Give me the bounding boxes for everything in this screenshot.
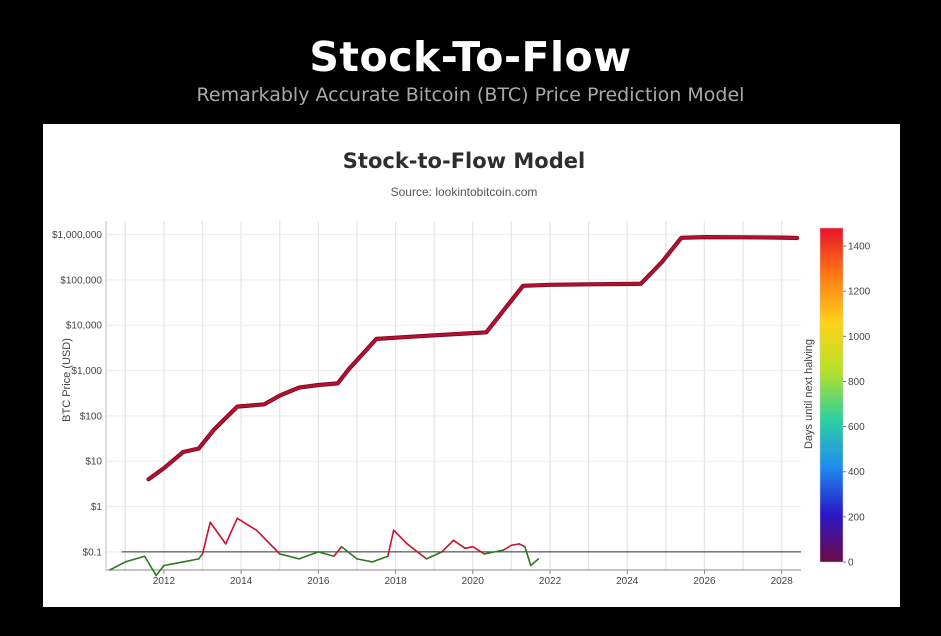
ratio-line-segment <box>392 529 408 545</box>
colorbar-tick-label: 0 <box>848 558 854 569</box>
ratio-line-segment <box>387 529 395 558</box>
ratio-line-segment <box>236 517 258 532</box>
ratio-line-segment <box>278 553 300 560</box>
y-tick-label: $100 <box>80 411 103 422</box>
x-tick-label: 2012 <box>153 576 176 587</box>
colorbar-tick-label: 600 <box>848 422 865 433</box>
ratio-line-segment <box>317 551 335 558</box>
x-tick-label: 2014 <box>230 576 253 587</box>
x-tick-label: 2018 <box>384 576 407 587</box>
chart-panel: $0.1 $1 $10 $100 $1,000 $10,000 $100,000 $1,000… <box>43 124 900 607</box>
y-tick-label: $0.1 <box>83 547 103 558</box>
ratio-line-segment <box>197 553 204 560</box>
ratio-line-segment <box>406 543 428 560</box>
ratio-line-segment <box>483 549 505 555</box>
y-tick-label: $1 <box>91 502 103 513</box>
colorbar-bar <box>819 227 844 563</box>
ratio-line-segment <box>452 539 466 550</box>
x-tick-label: 2026 <box>693 576 716 587</box>
ratio-line-segment <box>502 544 513 551</box>
ratio-line-segment <box>425 551 443 560</box>
y-tick-label: $10,000 <box>66 321 103 332</box>
colorbar-tick-label: 200 <box>848 512 865 523</box>
stock-to-flow-model-line <box>147 235 799 481</box>
y-tick-label: $10 <box>85 457 102 468</box>
colorbar-tick-label: 1200 <box>848 287 871 298</box>
series-layer <box>109 234 801 577</box>
ratio-line-segment <box>464 545 474 550</box>
ratio-line-segment <box>524 545 532 567</box>
x-tick-label: 2020 <box>462 576 485 587</box>
ratio-line-segment <box>201 521 212 555</box>
subheadline: Remarkably Accurate Bitcoin (BTC) Price … <box>196 84 745 106</box>
x-tick-label: 2016 <box>307 576 330 587</box>
ratio-line-segment <box>298 551 320 560</box>
ratio-line-segment <box>529 558 540 567</box>
ratio-line-segment <box>109 561 127 571</box>
ratio-line-segment <box>124 555 146 563</box>
ratio-line-segment <box>224 517 239 545</box>
colorbar: Days until next halving 0 200 400 600 800 100… <box>803 227 871 569</box>
ratio-line-segment <box>155 564 165 577</box>
colorbar-tick-label: 1400 <box>848 242 871 253</box>
ratio-line-segment <box>163 561 185 567</box>
colorbar-tick-label: 1000 <box>848 332 871 343</box>
stock-to-flow-chart: $0.1 $1 $10 $100 $1,000 $10,000 $100,000 $1,000… <box>52 149 871 587</box>
y-axis-label: BTC Price (USD) <box>61 338 73 422</box>
ratio-line-segment <box>472 545 486 555</box>
headline: Stock-To-Flow <box>309 33 632 81</box>
axis-layer: $0.1 $1 $10 $100 $1,000 $10,000 $100,000 $1,000… <box>52 221 801 587</box>
ratio-line-segment <box>182 558 200 563</box>
y-tick-label: $100,000 <box>60 275 102 286</box>
ratio-line-segment <box>209 521 227 545</box>
x-tick-label: 2028 <box>771 576 794 587</box>
colorbar-label: Days until next halving <box>803 339 815 449</box>
ratio-line-segment <box>356 558 374 563</box>
y-tick-label: $1,000,000 <box>52 230 102 241</box>
ratio-line-segment <box>143 555 157 577</box>
y-tick-label: $1,000 <box>71 366 102 377</box>
grid-layer <box>106 221 801 570</box>
chart-title: Stock-to-Flow Model <box>343 149 585 173</box>
ratio-line-segment <box>518 543 526 548</box>
colorbar-tick-label: 800 <box>848 377 865 388</box>
chart-subtitle: Source: lookintobitcoin.com <box>391 185 538 199</box>
ratio-line-segment <box>340 545 358 560</box>
ratio-line-segment <box>371 555 389 563</box>
ratio-line-segment <box>510 543 520 547</box>
ratio-line-segment <box>333 545 343 558</box>
x-tick-label: 2022 <box>539 576 562 587</box>
x-tick-label: 2024 <box>616 576 639 587</box>
ratio-line-segment <box>441 539 455 553</box>
colorbar-tick-label: 400 <box>848 467 865 478</box>
ratio-line-segment <box>255 529 281 555</box>
